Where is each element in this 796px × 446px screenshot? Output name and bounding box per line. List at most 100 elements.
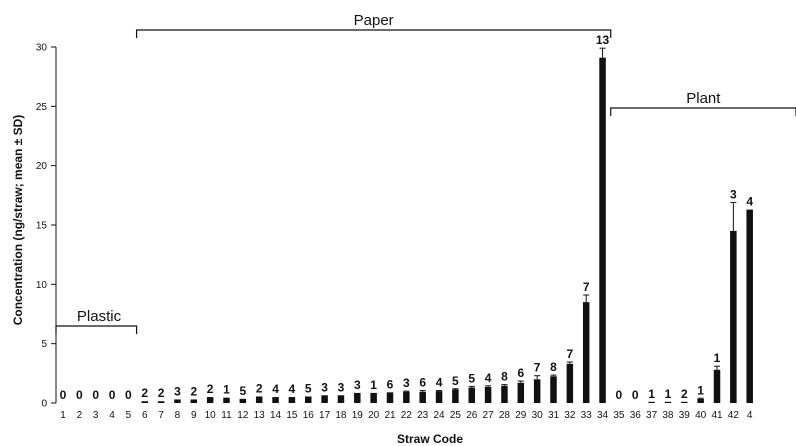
x-tick-label: 42 (728, 410, 740, 421)
count-label: 3 (174, 384, 181, 398)
x-tick-label: 34 (597, 410, 609, 421)
bar (648, 401, 655, 403)
count-label: 2 (207, 382, 214, 396)
bar (468, 387, 475, 403)
x-tick-label: 29 (515, 410, 527, 421)
x-tick-label: 4 (747, 410, 753, 421)
x-tick-label: 24 (433, 410, 445, 421)
x-tick-label: 28 (499, 410, 511, 421)
bar (746, 209, 753, 403)
bar (419, 391, 426, 403)
x-tick-label: 18 (335, 410, 347, 421)
bar (713, 369, 721, 403)
count-label: 5 (468, 371, 475, 385)
count-label: 13 (596, 33, 610, 47)
y-axis: 0 5 10 15 20 25 30 (36, 43, 57, 410)
bar (566, 363, 574, 403)
x-tick-label: 12 (237, 410, 249, 421)
x-tick-label: 19 (352, 410, 364, 421)
group-bracket (610, 107, 796, 116)
group-bracket (55, 325, 138, 334)
count-label: 0 (632, 388, 639, 402)
count-label: 5 (305, 381, 312, 395)
x-tick-label: 25 (450, 410, 462, 421)
bar (582, 302, 590, 403)
count-label: 8 (550, 360, 557, 374)
x-tick-label: 10 (205, 410, 217, 421)
x-tick-label: 21 (384, 410, 396, 421)
bar (174, 399, 181, 403)
count-label: 7 (583, 280, 590, 294)
count-label: 6 (387, 377, 394, 391)
x-tick-label: 27 (483, 410, 495, 421)
bar (697, 398, 704, 403)
bar (288, 397, 296, 403)
x-tick-label: 41 (711, 410, 723, 421)
x-tick-label: 11 (221, 410, 232, 421)
count-label: 4 (485, 371, 492, 385)
bar (305, 396, 312, 403)
bars (141, 57, 753, 404)
group-label: Paper (354, 12, 394, 29)
bar (435, 391, 443, 403)
count-label: 0 (125, 388, 132, 402)
x-tick-label: 14 (270, 410, 282, 421)
bar (484, 386, 492, 403)
x-tick-label: 6 (142, 410, 148, 421)
y-tick-label: 30 (36, 43, 48, 54)
count-label: 3 (403, 376, 410, 390)
x-tick-label: 39 (679, 410, 691, 421)
y-tick-label: 25 (36, 102, 48, 113)
x-tick-label: 33 (581, 410, 593, 421)
count-label: 6 (419, 376, 426, 390)
group-label: Plastic (77, 308, 122, 325)
x-tick-label: 2 (77, 410, 83, 421)
x-tick-label: 40 (695, 410, 707, 421)
x-tick-label: 22 (401, 410, 413, 421)
count-label: 0 (92, 388, 99, 402)
x-tick-label: 7 (158, 410, 164, 421)
error-bars (403, 47, 737, 399)
bar (321, 395, 328, 403)
x-axis-ticks: 1 2 3 4 5 6 7 8 9 10 11 12 13 14 15 16 17 18 19 20 21 22 23 24 2… (60, 410, 753, 421)
x-tick-label: 31 (548, 410, 560, 421)
x-tick-label: 16 (303, 410, 315, 421)
x-tick-label: 3 (93, 410, 99, 421)
bar (533, 379, 541, 403)
count-label: 1 (223, 383, 230, 397)
bar (681, 401, 688, 403)
count-label: 4 (436, 376, 443, 390)
group-label: Plant (686, 90, 721, 107)
bar (206, 397, 214, 403)
y-tick-label: 10 (36, 280, 48, 291)
bar (370, 392, 377, 403)
bar (157, 401, 165, 403)
x-tick-label: 30 (532, 410, 544, 421)
x-tick-label: 32 (564, 410, 576, 421)
x-tick-label: 13 (254, 410, 266, 421)
y-tick-label: 5 (41, 339, 47, 350)
x-tick-label: 20 (368, 410, 380, 421)
x-axis-label: Straw Code (397, 432, 463, 446)
bar (141, 401, 148, 403)
x-tick-label: 38 (662, 410, 674, 421)
count-label: 0 (109, 388, 116, 402)
count-label: 3 (338, 380, 345, 394)
count-label: 0 (616, 388, 623, 402)
bar (599, 57, 606, 404)
x-tick-label: 9 (191, 410, 197, 421)
bar (337, 395, 345, 403)
count-label: 0 (76, 388, 83, 402)
bar (452, 389, 459, 403)
x-tick-label: 15 (286, 410, 298, 421)
y-tick-label: 0 (41, 399, 47, 410)
count-label: 0 (60, 388, 67, 402)
count-label: 2 (681, 387, 688, 401)
bar (501, 385, 508, 403)
x-tick-label: 1 (60, 410, 66, 421)
x-tick-label: 4 (109, 410, 115, 421)
count-label: 7 (534, 361, 541, 375)
count-label: 2 (190, 384, 197, 398)
